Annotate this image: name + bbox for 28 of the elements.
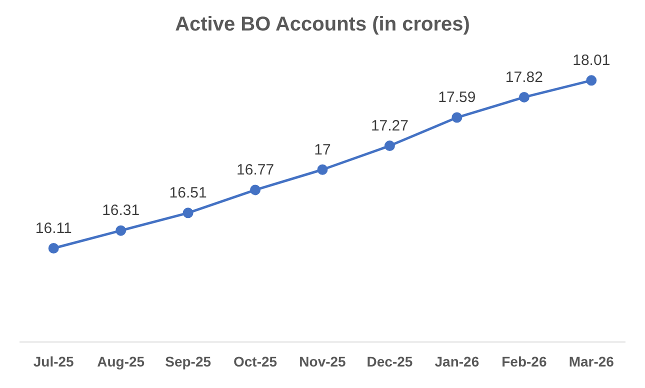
data-label: 16.51 <box>169 184 207 202</box>
point <box>518 92 530 102</box>
x-tick-label: Oct-25 <box>233 353 278 370</box>
point <box>317 164 328 175</box>
data-label: 17.59 <box>438 89 476 106</box>
x-tick-label: Dec-25 <box>366 353 413 370</box>
point <box>384 140 395 152</box>
x-tick-label: Nov-25 <box>299 353 346 370</box>
x-tick-label: Aug-25 <box>97 353 145 370</box>
point <box>182 208 194 218</box>
data-label: 17 <box>314 141 331 158</box>
x-tick-label: Feb-26 <box>502 353 547 370</box>
point <box>586 75 597 86</box>
data-label: 17.82 <box>505 68 543 86</box>
point <box>116 225 126 236</box>
point <box>250 184 261 196</box>
chart-title: Active BO Accounts (in crores) <box>175 14 470 36</box>
data-label: 16.31 <box>102 202 140 220</box>
data-label: 17.27 <box>370 117 408 134</box>
point <box>452 112 462 123</box>
data-label: 16.77 <box>236 162 274 179</box>
data-label: 16.11 <box>35 220 72 237</box>
point <box>48 242 59 254</box>
x-tick-label: Sep-25 <box>165 353 212 370</box>
data-label: 18.01 <box>572 52 610 70</box>
x-tick-label: Jan-26 <box>434 353 480 370</box>
x-tick-label: Mar-26 <box>568 353 614 370</box>
x-tick-label: Jul-25 <box>33 353 74 370</box>
